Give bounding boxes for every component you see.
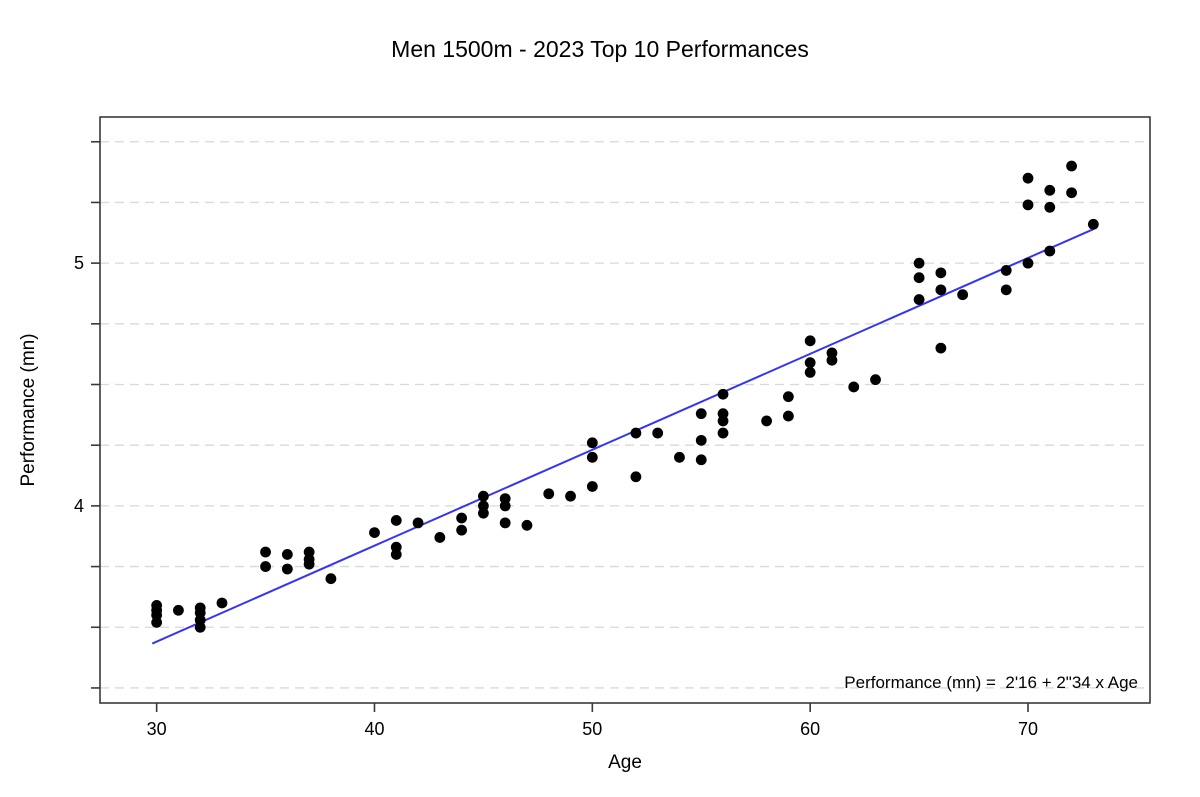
x-tick-label: 40 xyxy=(364,719,384,739)
x-tick-label: 70 xyxy=(1018,719,1038,739)
data-point xyxy=(695,454,707,466)
data-point xyxy=(260,546,271,558)
data-point xyxy=(390,549,402,560)
y-tick-label: 5 xyxy=(74,253,84,273)
data-point xyxy=(717,427,729,439)
data-point xyxy=(826,354,838,366)
data-point xyxy=(1022,199,1034,211)
data-point xyxy=(695,434,707,446)
data-point xyxy=(935,284,947,296)
y-axis-label: Performance (mn) xyxy=(18,333,39,486)
data-point xyxy=(913,272,925,284)
data-point xyxy=(1044,245,1056,257)
data-point xyxy=(674,451,685,463)
chart-title: Men 1500m - 2023 Top 10 Performances xyxy=(391,36,809,62)
data-point xyxy=(565,490,576,502)
data-point xyxy=(1022,172,1034,184)
data-point xyxy=(782,391,794,403)
data-point xyxy=(1087,218,1099,230)
regression-equation: Performance (mn) = 2'16 + 2"34 x Age xyxy=(844,673,1138,692)
data-point xyxy=(804,366,816,378)
data-point xyxy=(957,289,969,301)
y-tick-label: 4 xyxy=(74,496,84,516)
data-point xyxy=(695,408,707,420)
x-tick-label: 30 xyxy=(147,719,167,739)
data-point xyxy=(935,342,947,354)
data-point xyxy=(717,388,729,400)
data-point xyxy=(913,294,925,305)
trendline xyxy=(151,228,1094,645)
data-point xyxy=(325,573,337,585)
chart-graphics: 4 5 30 40 50 60 70 xyxy=(74,116,1151,739)
data-point xyxy=(369,527,380,538)
data-point xyxy=(390,515,402,526)
data-point xyxy=(1044,201,1056,213)
data-point xyxy=(499,500,511,512)
data-point xyxy=(173,604,184,616)
data-point xyxy=(804,357,816,369)
data-point xyxy=(521,519,533,531)
data-point xyxy=(281,549,293,560)
data-point xyxy=(935,267,947,279)
data-point xyxy=(456,524,468,536)
x-tick-label: 60 xyxy=(800,719,820,739)
data-point xyxy=(412,517,424,529)
data-point xyxy=(652,427,664,439)
data-point xyxy=(499,517,511,529)
data-point xyxy=(543,488,555,500)
data-point xyxy=(782,410,794,422)
data-point xyxy=(1066,187,1077,199)
data-point xyxy=(586,451,598,463)
data-point xyxy=(1066,160,1077,172)
data-point xyxy=(281,563,293,575)
data-point xyxy=(586,437,598,449)
data-point xyxy=(870,374,881,386)
data-point xyxy=(151,617,163,628)
data-point xyxy=(586,481,598,492)
data-point xyxy=(1044,184,1056,196)
data-point xyxy=(478,490,489,502)
data-point xyxy=(260,561,271,572)
data-point xyxy=(804,335,816,347)
data-point xyxy=(1000,284,1012,296)
x-axis-label: Age xyxy=(608,752,642,773)
data-point xyxy=(303,558,315,570)
data-point xyxy=(216,597,228,609)
data-point xyxy=(630,427,642,439)
data-point xyxy=(478,507,489,519)
data-point xyxy=(717,415,729,427)
data-point xyxy=(913,257,925,269)
data-point xyxy=(1000,265,1012,276)
data-point xyxy=(1022,257,1034,269)
data-point xyxy=(630,471,642,483)
data-point xyxy=(848,381,860,393)
data-point xyxy=(194,621,206,633)
data-point xyxy=(456,512,468,524)
plot-frame xyxy=(99,116,1151,704)
data-point xyxy=(761,415,772,427)
data-point xyxy=(434,532,446,543)
x-tick-label: 50 xyxy=(582,719,602,739)
